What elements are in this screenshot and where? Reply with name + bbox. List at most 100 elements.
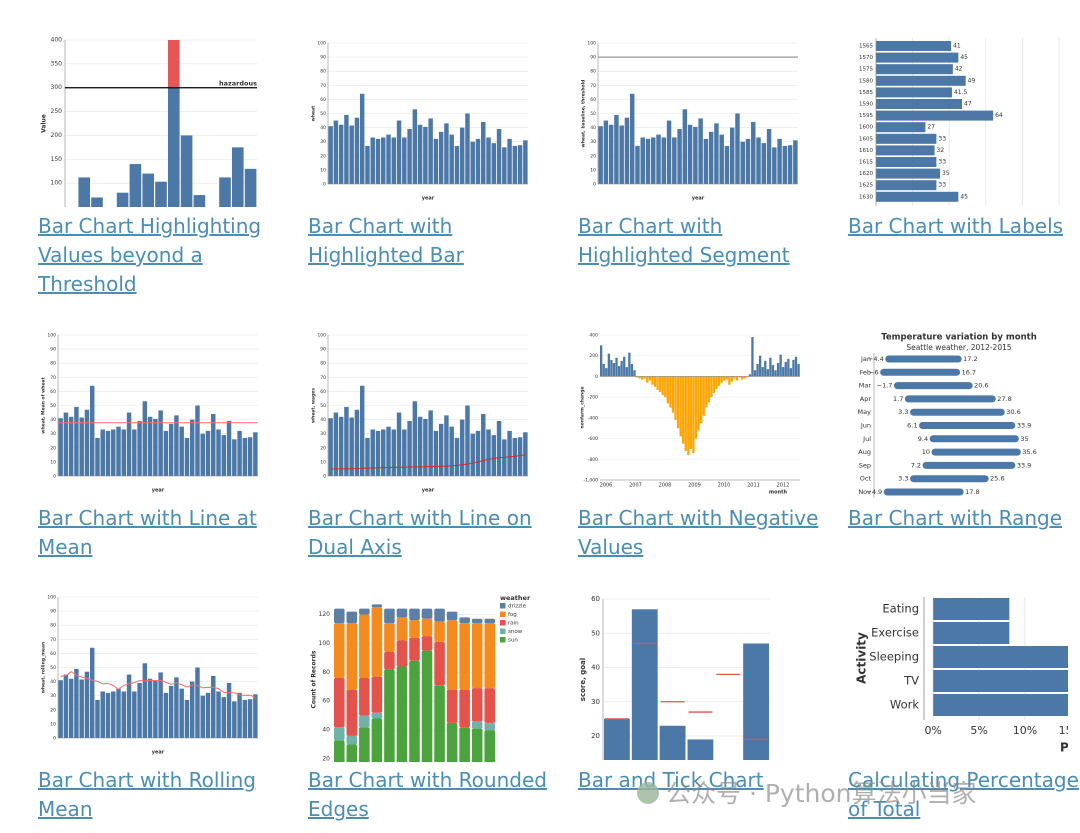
thumbnail: 0 10 20 30 40 50 60 70 80 90 100 year wheat, Mean of… bbox=[41, 333, 258, 494]
caption-link[interactable]: Calculating Percentage bbox=[848, 768, 1079, 792]
caption-link[interactable]: Bar Chart with Line on bbox=[308, 506, 532, 530]
bar-segment bbox=[421, 608, 433, 619]
caption-link[interactable]: Mean bbox=[38, 535, 93, 559]
bar bbox=[111, 691, 116, 738]
bar-segment bbox=[346, 611, 358, 624]
y-tick-label: 0 bbox=[323, 182, 326, 188]
bar-segment bbox=[471, 618, 483, 624]
caption-link[interactable]: Edges bbox=[308, 797, 369, 821]
caption-link[interactable]: Bar Chart with bbox=[578, 214, 722, 238]
caption-link[interactable]: Threshold bbox=[37, 272, 137, 296]
bar bbox=[933, 622, 1010, 644]
bar bbox=[725, 376, 728, 380]
bar bbox=[687, 739, 714, 760]
caption-link[interactable]: Bar Chart with Rounded bbox=[308, 768, 547, 792]
x-tick-label: 2006 bbox=[600, 483, 613, 489]
y-tick-label: 30 bbox=[320, 431, 326, 437]
y-tick-label: Feb bbox=[859, 368, 871, 376]
bar bbox=[84, 671, 90, 738]
y-tick-label: 80 bbox=[50, 361, 56, 367]
bar bbox=[779, 354, 782, 377]
caption-link[interactable]: Bar Chart with Negative bbox=[578, 506, 818, 530]
bar bbox=[116, 688, 121, 738]
bar bbox=[698, 118, 703, 184]
caption-link[interactable]: Bar Chart with Range bbox=[848, 506, 1062, 530]
bar bbox=[615, 357, 618, 377]
bar bbox=[155, 181, 167, 207]
caption-link[interactable]: of Total bbox=[848, 797, 920, 821]
y-tick-label: 1565 bbox=[859, 44, 873, 50]
caption-link[interactable]: Values bbox=[578, 535, 643, 559]
caption-link[interactable]: Dual Axis bbox=[308, 535, 402, 559]
caption-link[interactable]: Bar Chart with Line at bbox=[38, 506, 257, 530]
bar bbox=[669, 376, 672, 408]
bar bbox=[365, 145, 370, 184]
x-tick-label: 2011 bbox=[747, 483, 760, 489]
bar bbox=[195, 667, 200, 738]
min-label: 3.3 bbox=[898, 475, 908, 483]
caption-link[interactable]: Bar Chart with Rolling bbox=[38, 768, 256, 792]
caption-link[interactable]: Bar Chart Highlighting bbox=[38, 214, 261, 238]
bar bbox=[792, 359, 795, 377]
bar bbox=[784, 361, 787, 377]
min-label: 6.1 bbox=[907, 422, 917, 430]
bar bbox=[769, 357, 772, 377]
y-axis-title: Value bbox=[41, 114, 48, 133]
bar bbox=[142, 663, 148, 738]
bar bbox=[428, 410, 433, 476]
bar bbox=[687, 376, 690, 456]
y-axis-title: wheat, baseline, threshold bbox=[581, 80, 587, 148]
bar bbox=[386, 426, 391, 476]
y-tick-label: 50 bbox=[590, 111, 596, 117]
y-tick-label: 70 bbox=[320, 83, 326, 89]
bar bbox=[743, 376, 746, 379]
x-tick-label: 2010 bbox=[718, 483, 731, 489]
caption-link[interactable]: Bar Chart with bbox=[308, 214, 452, 238]
bar bbox=[602, 364, 605, 377]
max-label: 35.6 bbox=[1022, 448, 1036, 456]
y-tick-label: 60 bbox=[590, 97, 596, 103]
bar bbox=[733, 376, 736, 379]
bar bbox=[193, 195, 206, 207]
legend-swatch bbox=[500, 628, 506, 634]
bar-segment bbox=[459, 617, 470, 624]
y-tick-label: 40 bbox=[50, 679, 56, 685]
bar bbox=[619, 125, 624, 184]
caption-link[interactable]: Highlighted Bar bbox=[308, 243, 465, 267]
bar bbox=[876, 41, 952, 51]
y-axis-title: score, goal bbox=[579, 658, 587, 701]
y-tick-label: 30 bbox=[320, 139, 326, 145]
bar bbox=[648, 376, 652, 381]
caption-link[interactable]: Mean bbox=[38, 797, 93, 821]
bar bbox=[58, 418, 63, 476]
bar bbox=[741, 376, 744, 380]
thumbnail: 20 40 60 80 100 120 Count of Records weather dri… bbox=[311, 594, 531, 762]
bar bbox=[671, 376, 675, 413]
bar bbox=[412, 401, 418, 476]
caption-link[interactable]: Values beyond a bbox=[38, 243, 203, 267]
bar bbox=[624, 117, 630, 184]
bar bbox=[707, 376, 710, 403]
bar bbox=[359, 93, 365, 184]
bar bbox=[677, 129, 682, 184]
bar bbox=[717, 376, 721, 386]
value-label: 42 bbox=[955, 66, 963, 73]
bar bbox=[730, 376, 734, 382]
bar bbox=[746, 376, 749, 378]
bar bbox=[105, 692, 111, 738]
bar-segment bbox=[346, 735, 358, 745]
caption-link[interactable]: Highlighted Segment bbox=[578, 243, 790, 267]
bar bbox=[876, 133, 937, 144]
bar bbox=[631, 609, 658, 760]
bar bbox=[449, 134, 454, 184]
bar bbox=[91, 197, 103, 207]
bar-segment bbox=[434, 608, 445, 622]
caption-link[interactable]: Bar Chart with Labels bbox=[848, 214, 1063, 238]
bar-segment bbox=[346, 744, 358, 762]
bar bbox=[640, 137, 645, 184]
y-tick-label: 40 bbox=[50, 417, 56, 423]
bar bbox=[766, 129, 772, 184]
y-tick-label: 30 bbox=[50, 693, 56, 699]
bar bbox=[751, 337, 754, 377]
caption-link[interactable]: Bar and Tick Chart bbox=[578, 768, 764, 792]
